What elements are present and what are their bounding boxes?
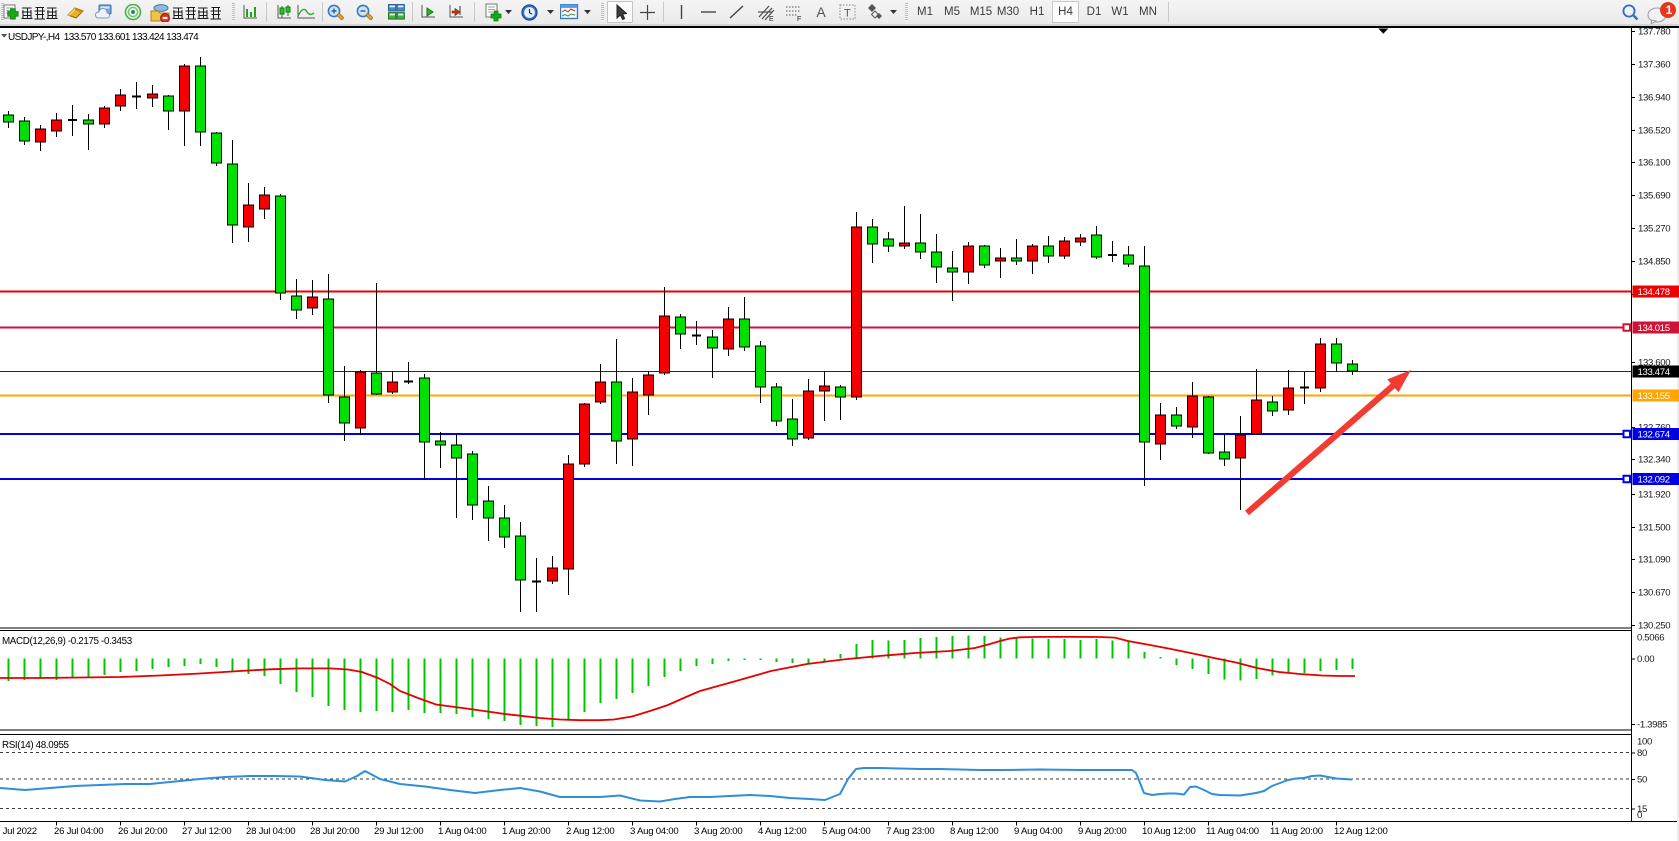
- svg-text:9 Aug 20:00: 9 Aug 20:00: [1078, 826, 1126, 837]
- svg-text:132.092: 132.092: [1638, 475, 1670, 486]
- svg-text:9 Aug 04:00: 9 Aug 04:00: [1014, 826, 1062, 837]
- svg-text:12 Aug 12:00: 12 Aug 12:00: [1334, 826, 1388, 837]
- svg-text:26 Jul 04:00: 26 Jul 04:00: [54, 826, 103, 837]
- svg-text:T: T: [844, 8, 851, 20]
- svg-text:130.670: 130.670: [1638, 588, 1670, 599]
- svg-text:136.940: 136.940: [1638, 93, 1670, 104]
- svg-text:130.250: 130.250: [1638, 621, 1670, 632]
- svg-text:15: 15: [1637, 804, 1647, 815]
- svg-text:10 Aug 12:00: 10 Aug 12:00: [1142, 826, 1196, 837]
- svg-text:0: 0: [1637, 810, 1642, 821]
- svg-text:137.780: 137.780: [1638, 27, 1670, 38]
- svg-text:132.674: 132.674: [1638, 430, 1671, 441]
- svg-text:-1.3985: -1.3985: [1637, 720, 1667, 731]
- svg-text:MACD(12,26,9) -0.2175 -0.3453: MACD(12,26,9) -0.2175 -0.3453: [2, 636, 133, 647]
- svg-text:136.100: 136.100: [1638, 158, 1670, 169]
- svg-text:4 Aug 12:00: 4 Aug 12:00: [758, 826, 806, 837]
- svg-text:131.500: 131.500: [1638, 523, 1670, 534]
- svg-text:0.5066: 0.5066: [1637, 633, 1664, 644]
- svg-text:28 Jul 20:00: 28 Jul 20:00: [310, 826, 359, 837]
- svg-text:28 Jul 04:00: 28 Jul 04:00: [246, 826, 295, 837]
- svg-text:2 Aug 12:00: 2 Aug 12:00: [566, 826, 614, 837]
- svg-text:80: 80: [1637, 748, 1647, 759]
- svg-text:100: 100: [1637, 737, 1652, 748]
- svg-text:29 Jul 12:00: 29 Jul 12:00: [374, 826, 423, 837]
- svg-text:3 Aug 04:00: 3 Aug 04:00: [630, 826, 678, 837]
- svg-text:11 Aug 04:00: 11 Aug 04:00: [1206, 826, 1259, 837]
- svg-text:1 Aug 04:00: 1 Aug 04:00: [438, 826, 486, 837]
- svg-text:1 Aug 20:00: 1 Aug 20:00: [502, 826, 550, 837]
- svg-text:136.520: 136.520: [1638, 126, 1670, 137]
- svg-text:RSI(14) 48.0955: RSI(14) 48.0955: [2, 740, 70, 751]
- svg-text:50: 50: [1637, 775, 1647, 786]
- svg-text:133.600: 133.600: [1638, 358, 1670, 369]
- svg-text:134.015: 134.015: [1638, 323, 1670, 334]
- svg-text:135.690: 135.690: [1638, 191, 1670, 202]
- svg-text:135.270: 135.270: [1638, 224, 1670, 235]
- svg-text:131.090: 131.090: [1638, 555, 1670, 566]
- svg-text:F: F: [797, 16, 801, 22]
- svg-text:131.920: 131.920: [1638, 490, 1670, 501]
- svg-text:1: 1: [1666, 3, 1673, 17]
- svg-text:134.478: 134.478: [1638, 287, 1670, 298]
- svg-text:11 Aug 20:00: 11 Aug 20:00: [1270, 826, 1323, 837]
- svg-text:132.340: 132.340: [1638, 455, 1670, 466]
- svg-text:7 Aug 23:00: 7 Aug 23:00: [886, 826, 934, 837]
- svg-text:3 Aug 20:00: 3 Aug 20:00: [694, 826, 742, 837]
- svg-text:8 Aug 12:00: 8 Aug 12:00: [950, 826, 998, 837]
- svg-text:USDJPY-,H4 133.570 133.601 13: USDJPY-,H4 133.570 133.601 133.424 133.4…: [8, 32, 199, 43]
- svg-text:27 Jul 12:00: 27 Jul 12:00: [182, 826, 231, 837]
- svg-text:5 Aug 04:00: 5 Aug 04:00: [822, 826, 870, 837]
- svg-text:133.155: 133.155: [1638, 391, 1670, 402]
- svg-text:0.00: 0.00: [1637, 654, 1654, 665]
- svg-text:133.474: 133.474: [1638, 367, 1671, 378]
- svg-text:137.360: 137.360: [1638, 60, 1670, 71]
- svg-text:26 Jul 20:00: 26 Jul 20:00: [118, 826, 167, 837]
- svg-text:25 Jul 2022: 25 Jul 2022: [0, 826, 37, 837]
- svg-text:E: E: [769, 16, 774, 22]
- svg-text:134.850: 134.850: [1638, 257, 1670, 268]
